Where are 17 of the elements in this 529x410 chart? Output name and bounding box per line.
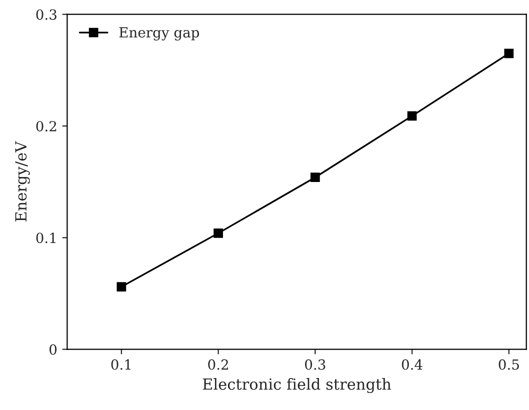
x-tick-label: 0.2 — [208, 359, 228, 370]
y-tick-label: 0.3 — [36, 9, 56, 20]
point — [407, 111, 417, 121]
y-tick-label: 0 — [50, 344, 57, 355]
legend-label: Energy gap — [119, 27, 200, 40]
x-tick-label: 0.1 — [111, 359, 131, 370]
y-tick-label: 0.2 — [36, 120, 56, 132]
x-tick-label: 0.3 — [305, 359, 326, 370]
point — [310, 172, 320, 182]
x-axis-title: Electronic field strength — [202, 378, 392, 394]
point — [214, 228, 223, 238]
point — [504, 48, 514, 58]
x-tick-label: 0.4 — [402, 359, 422, 370]
point — [116, 282, 126, 292]
x-tick-label: 0.5 — [498, 359, 519, 370]
y-tick-label: 0.1 — [36, 232, 56, 244]
y-axis-title: Energy/eV — [15, 141, 30, 222]
